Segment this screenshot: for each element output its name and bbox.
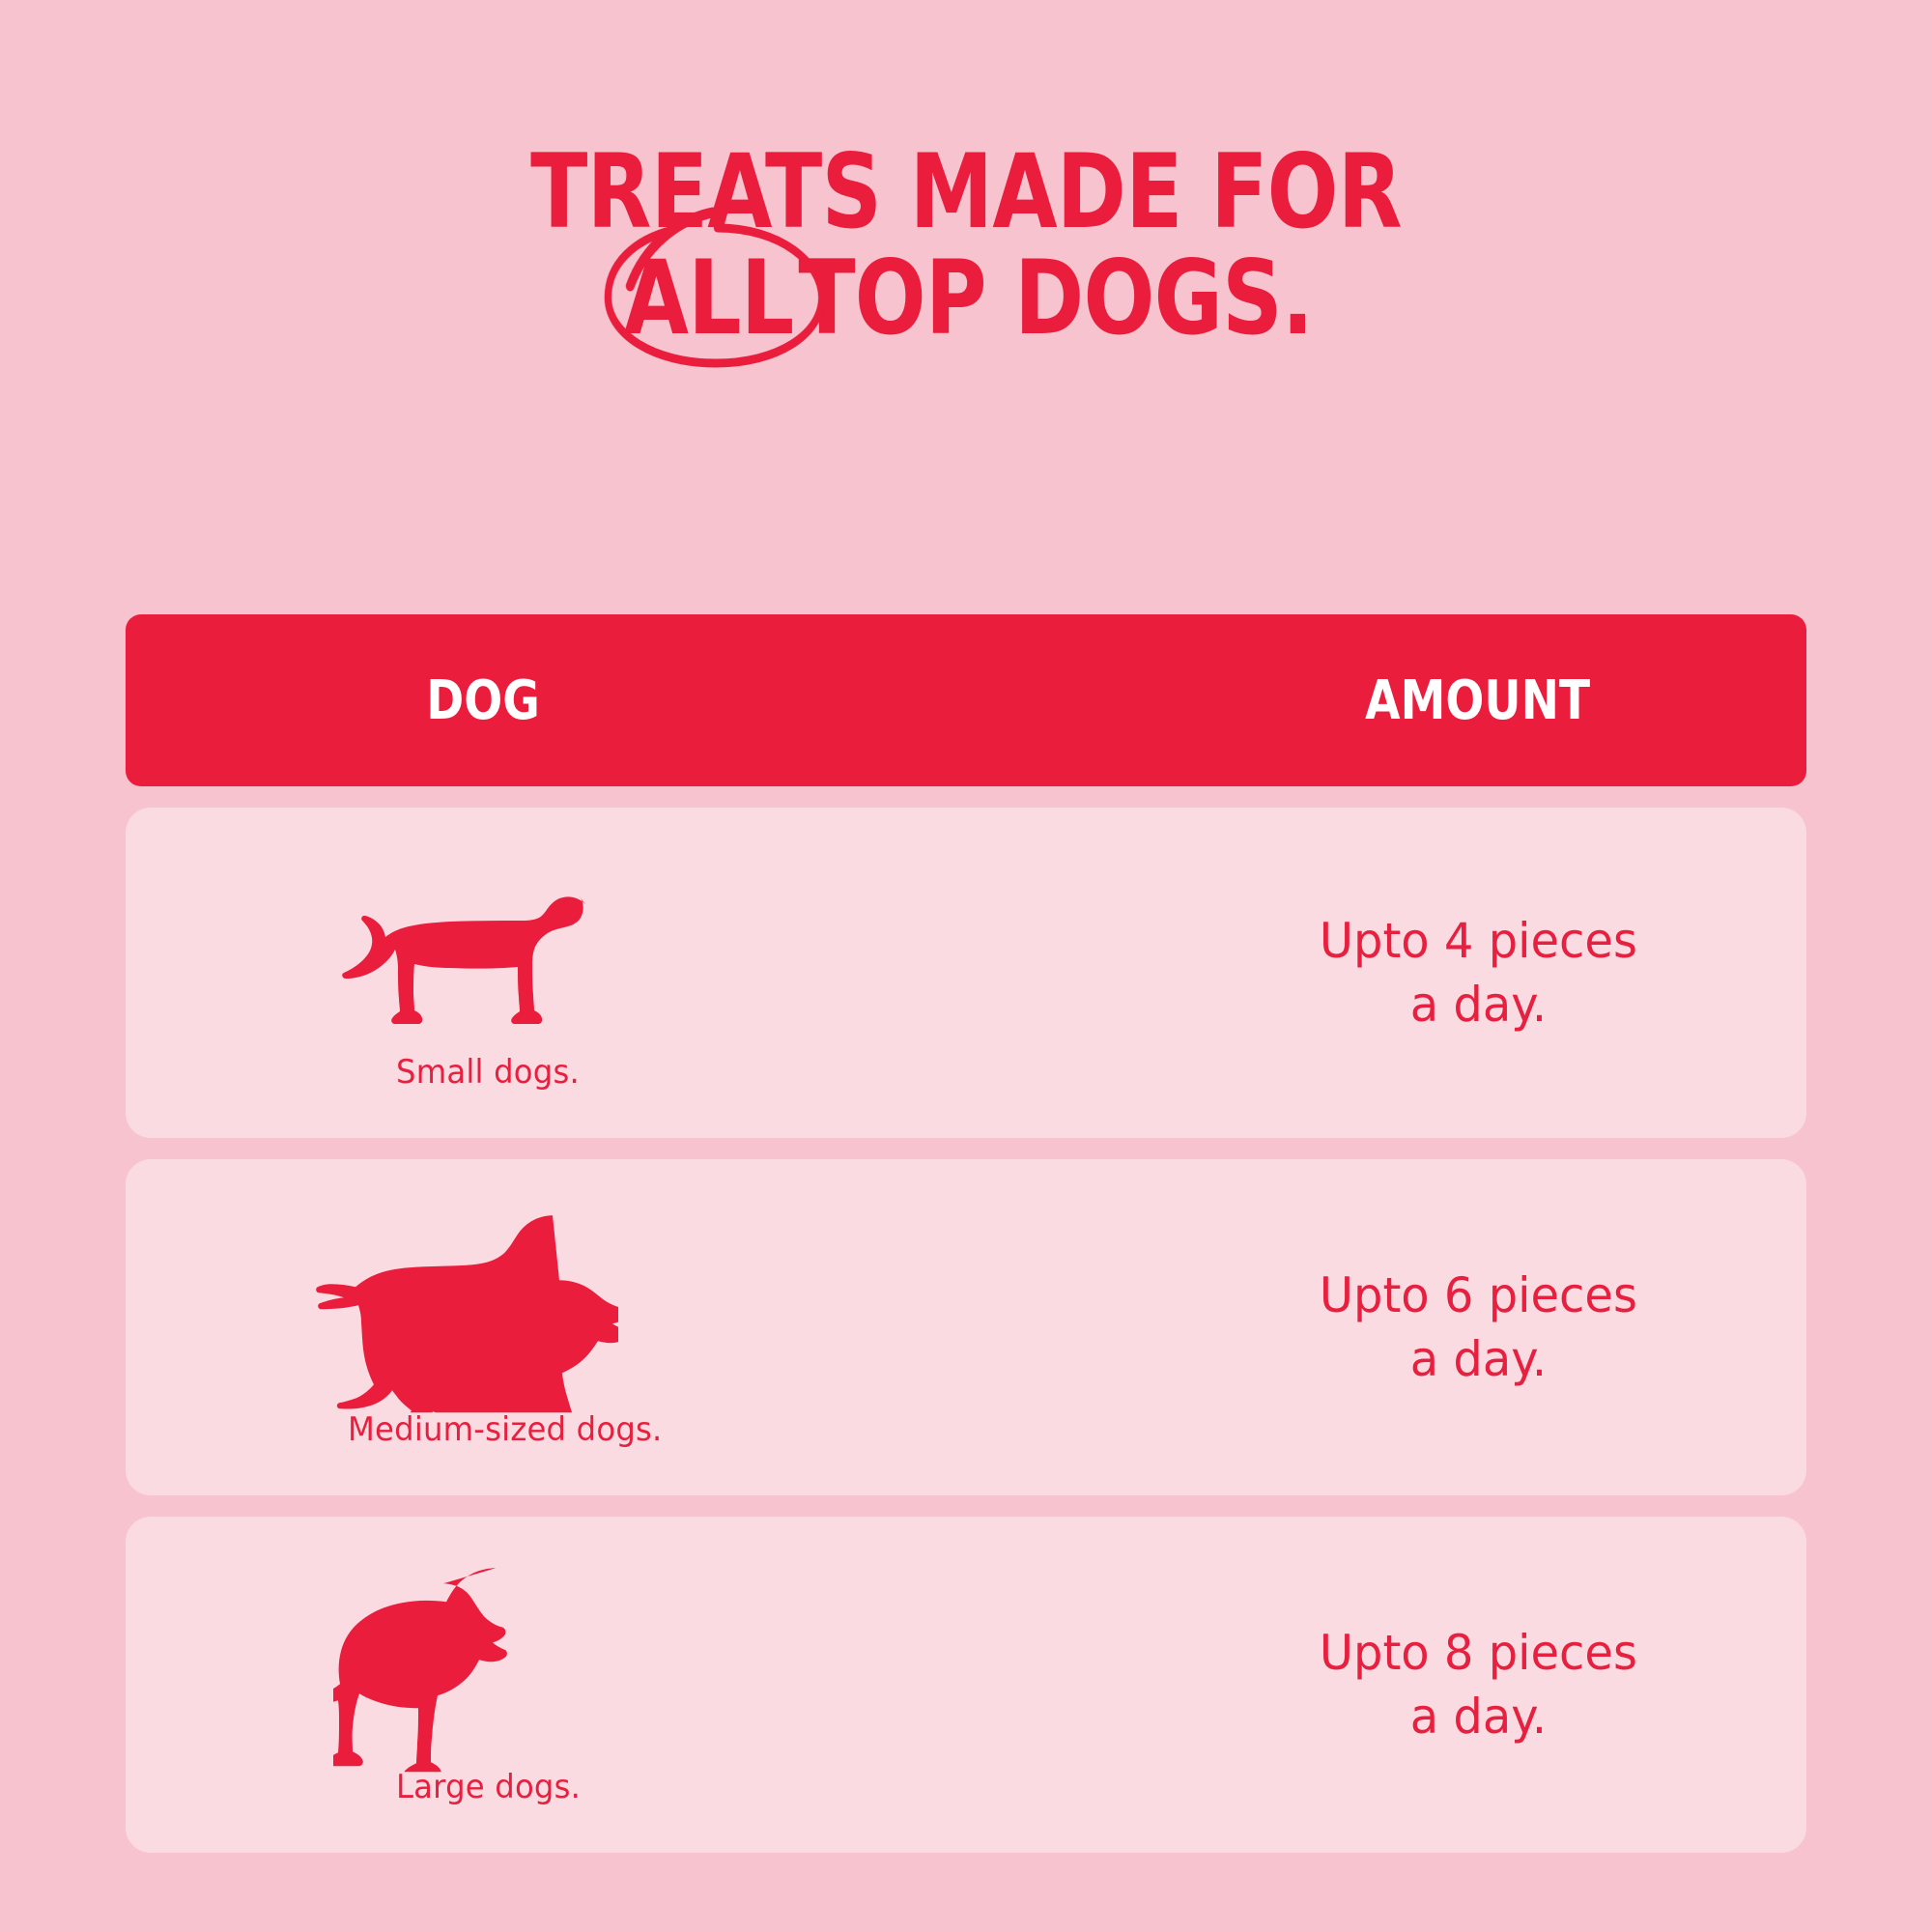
amount-line-2: a day.	[1409, 1689, 1547, 1745]
table-row: Small dogs. Upto 4 pieces a day.	[126, 808, 1806, 1138]
column-header-amount: AMOUNT	[1365, 668, 1591, 732]
table-cell-amount: Upto 8 pieces a day.	[1150, 1517, 1806, 1853]
large-dog-bernese-icon	[333, 1564, 575, 1773]
amount-value: Upto 4 pieces a day.	[1319, 909, 1636, 1037]
feeding-guide-table: DOG AMOUNT Small dogs. Upto 4 pieces a d…	[126, 614, 1806, 1853]
table-cell-amount: Upto 6 pieces a day.	[1150, 1159, 1806, 1495]
circled-word-all: ALL	[604, 207, 826, 368]
page-title: TREATS MADE FOR ALL TOP DOGS.	[0, 132, 1932, 368]
headline-line-2: ALL TOP DOGS.	[174, 207, 1758, 368]
dog-size-label: Medium-sized dogs.	[348, 1410, 663, 1449]
headline-line-2-rest: TOP DOGS.	[798, 238, 1314, 357]
table-row: Large dogs. Upto 8 pieces a day.	[126, 1517, 1806, 1853]
column-header-dog: DOG	[426, 668, 540, 732]
amount-value: Upto 8 pieces a day.	[1319, 1621, 1636, 1748]
table-row: Medium-sized dogs. Upto 6 pieces a day.	[126, 1159, 1806, 1495]
amount-line-2: a day.	[1409, 1331, 1547, 1387]
medium-dog-retriever-icon	[309, 1209, 618, 1413]
table-cell-amount: Upto 4 pieces a day.	[1150, 808, 1806, 1138]
amount-line-1: Upto 8 pieces	[1319, 1625, 1637, 1681]
table-cell-dog: Medium-sized dogs.	[126, 1159, 1150, 1495]
circled-word-all-text: ALL	[623, 238, 794, 357]
headline-line-1: TREATS MADE FOR	[530, 132, 1403, 251]
table-cell-dog: Small dogs.	[126, 808, 1150, 1138]
amount-line-1: Upto 4 pieces	[1319, 913, 1637, 969]
table-header-row: DOG AMOUNT	[126, 614, 1806, 786]
amount-line-2: a day.	[1409, 977, 1547, 1033]
dog-size-label: Large dogs.	[396, 1768, 582, 1806]
amount-line-1: Upto 6 pieces	[1319, 1267, 1637, 1323]
table-cell-dog: Large dogs.	[126, 1517, 1150, 1853]
dog-size-label: Small dogs.	[396, 1053, 580, 1092]
small-dog-dachshund-icon	[319, 889, 609, 1034]
table-header-cell-dog: DOG	[126, 669, 1150, 732]
amount-value: Upto 6 pieces a day.	[1319, 1264, 1636, 1391]
table-header-cell-amount: AMOUNT	[1150, 669, 1806, 732]
